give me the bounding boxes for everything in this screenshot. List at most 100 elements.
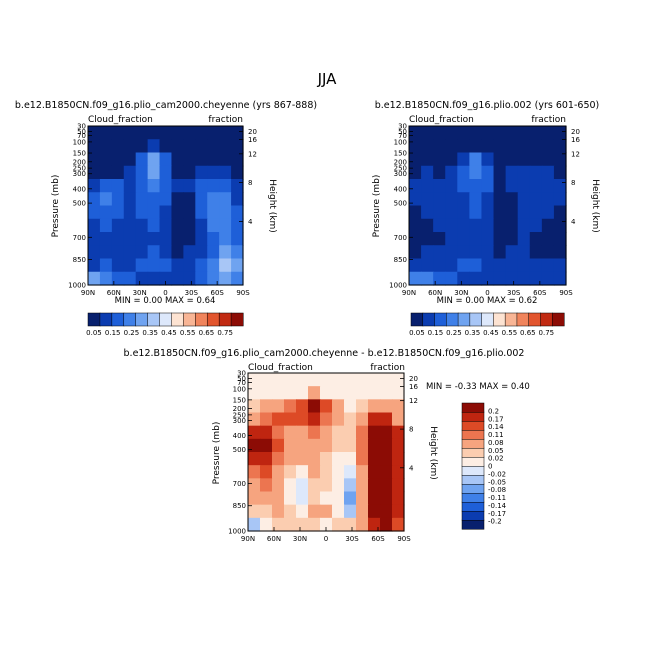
- heatmap-cell: [111, 152, 125, 167]
- heatmap-cell: [344, 373, 357, 387]
- heatmap-cell: [207, 271, 220, 286]
- colorbar-swatch: [461, 501, 485, 512]
- heatmap-cell: [272, 491, 285, 506]
- heatmap-cell: [433, 192, 446, 207]
- heatmap-cell: [481, 139, 495, 154]
- heatmap-cell: [409, 165, 422, 180]
- y-tick-label: 200: [394, 158, 407, 166]
- heatmap-cell: [445, 165, 458, 180]
- heatmap-cell: [171, 152, 184, 167]
- heatmap-cell: [308, 373, 321, 387]
- heatmap-cell: [135, 126, 149, 140]
- panel-3-ylabel: Pressure (mb): [212, 422, 222, 485]
- heatmap-cell: [88, 165, 101, 180]
- heatmap-cell: [368, 517, 381, 532]
- y2-tick-label: 16: [409, 383, 418, 391]
- heatmap-cell: [356, 425, 369, 440]
- heatmap-cell: [529, 205, 543, 220]
- heatmap-cell: [159, 139, 173, 154]
- heatmap-cell: [99, 126, 113, 140]
- heatmap-cell: [88, 192, 101, 207]
- y-tick-label: 500: [233, 446, 246, 454]
- heatmap-cell: [457, 271, 470, 286]
- heatmap-cell: [147, 152, 161, 167]
- heatmap-cell: [195, 139, 208, 154]
- heatmap-cell: [248, 517, 261, 532]
- heatmap-cell: [296, 504, 309, 519]
- heatmap-cell: [99, 152, 113, 167]
- heatmap-cell: [320, 517, 333, 532]
- y-tick-label: 250: [73, 165, 86, 173]
- heatmap-cell: [272, 373, 285, 387]
- y2-tick-label: 4: [409, 464, 414, 472]
- heatmap-cell: [380, 504, 393, 519]
- heatmap-cell: [380, 438, 393, 453]
- heatmap-cell: [308, 386, 321, 400]
- panel-1-y2label: Height (km): [267, 179, 277, 233]
- heatmap-cell: [308, 504, 321, 519]
- heatmap-cell: [505, 218, 519, 233]
- colorbar-swatch: [230, 312, 244, 327]
- heatmap-cell: [368, 425, 381, 440]
- heatmap-cell: [356, 491, 369, 506]
- heatmap-cell: [469, 192, 483, 207]
- heatmap-cell: [231, 271, 244, 286]
- heatmap-cell: [332, 412, 345, 427]
- heatmap-cell: [183, 245, 196, 260]
- heatmap-cell: [445, 179, 458, 193]
- colorbar-label: 0.2: [488, 407, 499, 415]
- colorbar-label: 0.65: [199, 329, 215, 337]
- colorbar-swatch: [493, 312, 506, 327]
- colorbar-label: 0: [488, 463, 492, 471]
- y-tick-label: 500: [73, 200, 86, 208]
- panel-2-left-label: Cloud_fraction: [409, 115, 474, 125]
- heatmap-cell: [457, 165, 470, 180]
- heatmap-cell: [171, 205, 184, 220]
- heatmap-cell: [409, 218, 422, 233]
- colorbar-label: 0.17: [488, 415, 504, 423]
- heatmap-cell: [517, 205, 531, 220]
- panel-2-title: b.e12.B1850CN.f09_g16.plio.002 (yrs 601-…: [375, 100, 600, 111]
- heatmap-cell: [99, 232, 113, 246]
- heatmap-cell: [219, 245, 232, 260]
- heatmap-cell: [248, 399, 261, 414]
- heatmap-cell: [344, 438, 357, 453]
- heatmap-cell: [505, 139, 519, 154]
- heatmap-cell: [195, 205, 208, 220]
- heatmap-cell: [207, 165, 220, 180]
- heatmap-cell: [207, 126, 220, 140]
- colorbar-label: 0.11: [488, 431, 504, 439]
- x-tick-label: 30S: [345, 535, 359, 543]
- heatmap-cell: [493, 165, 507, 180]
- heatmap-cell: [421, 205, 434, 220]
- heatmap-cell: [88, 258, 101, 273]
- heatmap-cell: [88, 205, 101, 220]
- heatmap-cell: [231, 245, 244, 260]
- heatmap-cell: [380, 517, 393, 532]
- colorbar-label: 0.25: [446, 329, 462, 337]
- heatmap-cell: [272, 478, 285, 493]
- heatmap-cell: [272, 425, 285, 440]
- heatmap-cell: [272, 504, 285, 519]
- colorbar-label: 0.75: [539, 329, 555, 337]
- heatmap-cell: [296, 373, 309, 387]
- heatmap-cell: [433, 152, 446, 167]
- heatmap-cell: [171, 179, 184, 193]
- heatmap-cell: [553, 165, 567, 180]
- colorbar-swatch: [504, 312, 518, 327]
- heatmap-cell: [409, 271, 422, 286]
- y-tick-label: 200: [233, 405, 246, 413]
- heatmap-cell: [409, 245, 422, 260]
- heatmap-cell: [135, 271, 149, 286]
- heatmap-cell: [493, 218, 507, 233]
- y-tick-label: 70: [77, 132, 86, 140]
- heatmap-cell: [445, 245, 458, 260]
- colorbar-swatch: [461, 438, 485, 449]
- heatmap-cell: [529, 152, 543, 167]
- heatmap-cell: [421, 218, 434, 233]
- heatmap-cell: [296, 478, 309, 493]
- colorbar-label: -0.02: [488, 470, 506, 478]
- y-tick-label: 50: [237, 375, 246, 383]
